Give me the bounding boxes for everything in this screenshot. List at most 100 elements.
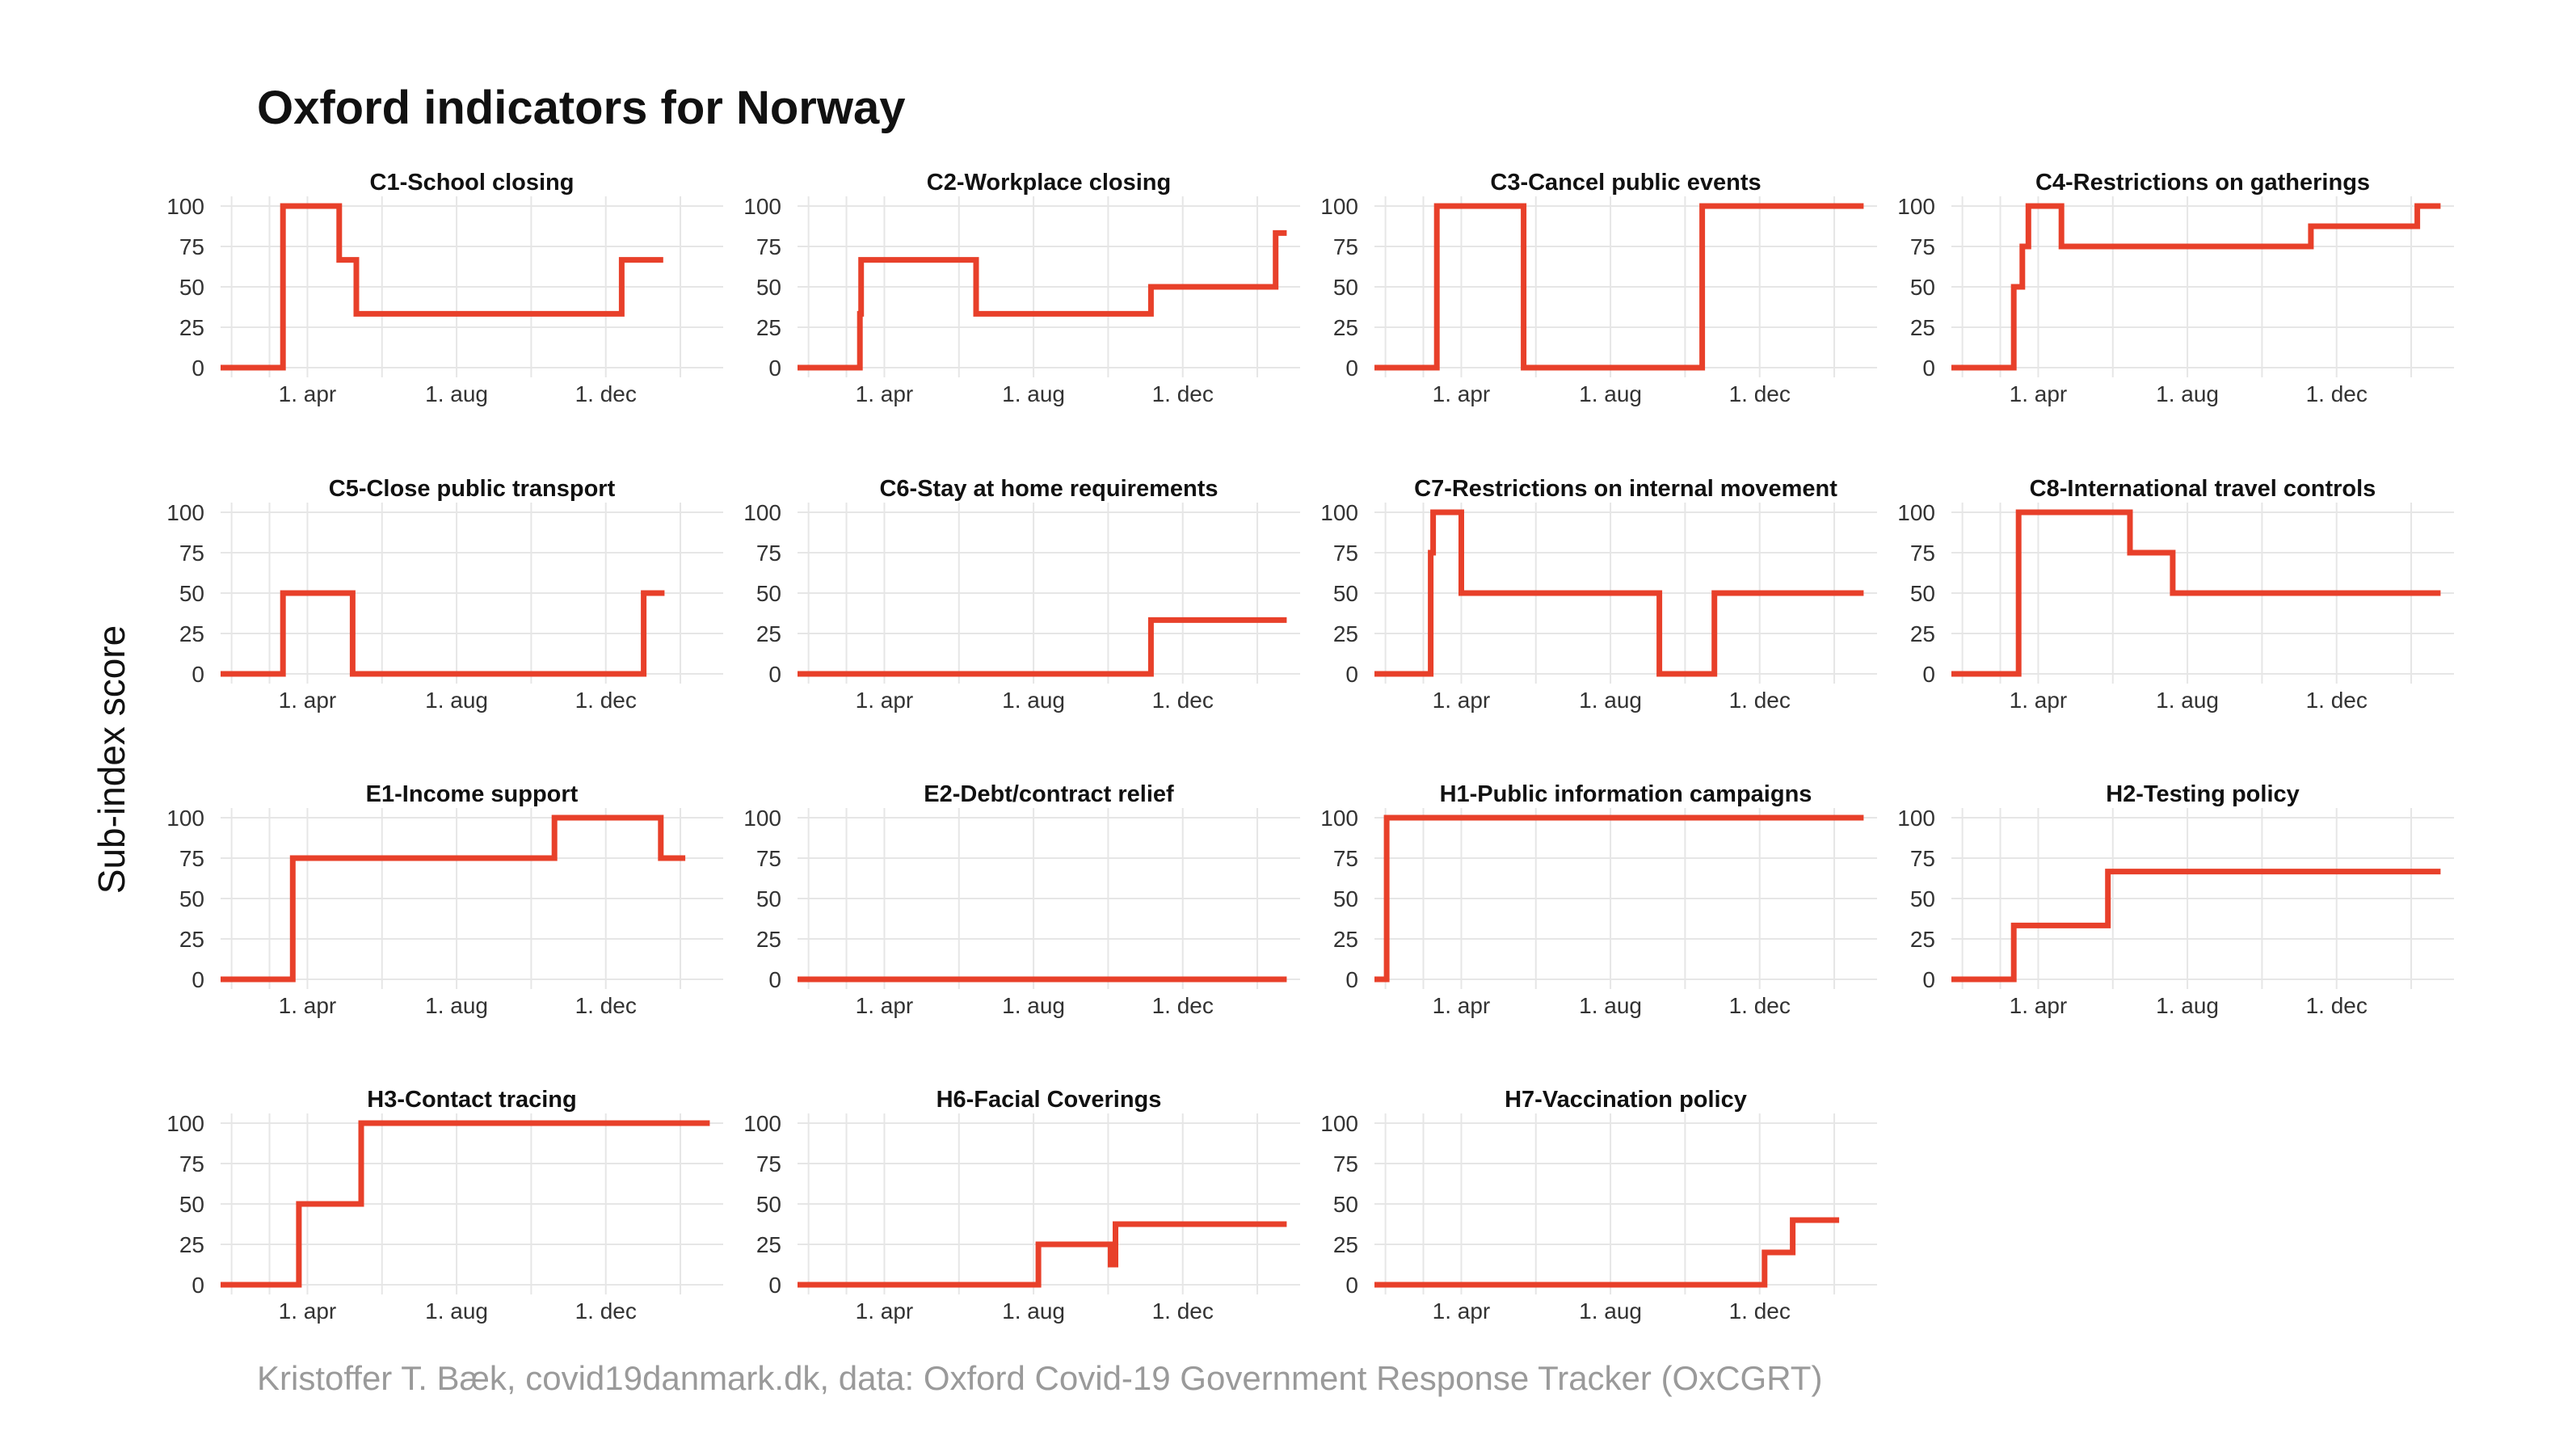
x-tick-label: 1. dec [1152,993,1214,1018]
y-tick-label: 0 [1922,662,1935,687]
series-line [1374,1217,1840,1288]
y-tick-label: 75 [1910,541,1935,566]
x-tick-label: 1. dec [1152,688,1214,713]
facet-panel: C2-Workplace closing 0 25 50 75 100 1. apr 1. a… [743,170,1300,406]
y-tick-label: 50 [1333,1192,1358,1217]
y-tick-label: 0 [768,356,781,381]
facet-panel: H1-Public information campaigns 0 25 50 75 10… [1320,781,1877,1018]
y-tick-label: 75 [756,234,781,259]
y-tick-label: 0 [1345,967,1358,992]
y-tick-label: 0 [768,1273,781,1298]
x-tick-label: 1. aug [2156,381,2219,406]
y-tick-label: 25 [1910,927,1935,952]
x-tick-label: 1. aug [1579,993,1642,1018]
x-tick-label: 1. aug [425,993,488,1018]
y-tick-label: 75 [179,234,204,259]
y-tick-label: 50 [179,886,204,911]
x-tick-label: 1. apr [856,688,914,713]
panel-title: C8-International travel controls [2030,476,2376,502]
facet-panel: C7-Restrictions on internal movement 0 25 5… [1320,476,1877,713]
x-tick-label: 1. dec [575,993,637,1018]
series-line [221,590,665,677]
x-tick-label: 1. aug [1579,381,1642,406]
x-tick-label: 1. aug [425,688,488,713]
panel-title: C6-Stay at home requirements [879,476,1218,502]
panel-title: H3-Contact tracing [367,1087,576,1113]
y-tick-label: 25 [179,1232,204,1257]
y-tick-label: 75 [1333,234,1358,259]
y-tick-label: 75 [1333,541,1358,566]
x-tick-label: 1. dec [575,1298,637,1324]
panel-title: C4-Restrictions on gatherings [2035,170,2370,196]
facet-panel: H3-Contact tracing 0 25 50 75 100 1. apr 1. aug… [166,1087,723,1324]
facet-panel: C1-School closing 0 25 50 75 100 1. apr 1. aug 1… [166,170,723,406]
y-tick-label: 75 [1910,846,1935,871]
y-tick-label: 0 [768,662,781,687]
y-tick-label: 0 [192,356,204,381]
y-tick-label: 100 [1897,806,1935,831]
x-tick-label: 1. aug [1002,993,1065,1018]
series-line [1951,203,2441,371]
x-tick-label: 1. dec [2306,381,2368,406]
y-tick-label: 75 [756,1151,781,1176]
y-tick-label: 0 [1345,1273,1358,1298]
y-tick-label: 75 [179,541,204,566]
y-tick-label: 50 [756,275,781,300]
y-tick-label: 0 [768,967,781,992]
y-tick-label: 0 [1922,356,1935,381]
y-tick-label: 75 [1910,234,1935,259]
facet-panel: C6-Stay at home requirements 0 25 50 75 100 1.… [743,476,1300,713]
y-tick-label: 100 [166,194,204,219]
panel-title: C5-Close public transport [329,476,616,502]
series-line [1374,203,1864,371]
y-tick-label: 75 [756,541,781,566]
x-tick-label: 1. dec [2306,688,2368,713]
y-tick-label: 25 [1333,1232,1358,1257]
x-tick-label: 1. dec [1729,993,1791,1018]
x-tick-label: 1. apr [2010,688,2068,713]
series-line [221,1120,710,1288]
y-tick-label: 75 [1333,846,1358,871]
y-tick-label: 25 [1910,621,1935,646]
x-tick-label: 1. aug [2156,688,2219,713]
y-tick-label: 100 [166,1111,204,1136]
x-tick-label: 1. aug [2156,993,2219,1018]
y-tick-label: 50 [756,581,781,606]
series-line [1374,814,1864,983]
y-tick-label: 100 [743,806,781,831]
series-line [1951,509,2441,677]
y-tick-label: 25 [756,621,781,646]
y-tick-label: 50 [756,886,781,911]
y-tick-label: 75 [179,1151,204,1176]
y-tick-label: 50 [1910,275,1935,300]
series-line [221,203,663,371]
x-tick-label: 1. apr [856,1298,914,1324]
series-line [798,1221,1287,1288]
facet-panel: C8-International travel controls 0 25 50 75 1… [1897,476,2454,713]
series-line [221,814,686,983]
y-tick-label: 25 [1333,927,1358,952]
y-tick-label: 75 [1333,1151,1358,1176]
y-tick-label: 50 [1910,886,1935,911]
x-tick-label: 1. aug [425,1298,488,1324]
y-tick-label: 100 [1320,806,1358,831]
y-tick-label: 100 [743,500,781,525]
y-tick-label: 25 [756,315,781,340]
panel-title: C1-School closing [370,170,575,196]
panel-title: H7-Vaccination policy [1505,1087,1747,1113]
panel-title: C3-Cancel public events [1490,170,1761,196]
y-tick-label: 50 [1910,581,1935,606]
x-tick-label: 1. dec [1152,1298,1214,1324]
x-tick-label: 1. apr [279,381,337,406]
x-tick-label: 1. apr [2010,381,2068,406]
facet-panel: E1-Income support 0 25 50 75 100 1. apr 1. aug 1… [166,781,723,1018]
x-tick-label: 1. aug [1002,381,1065,406]
y-tick-label: 75 [756,846,781,871]
y-tick-label: 100 [743,1111,781,1136]
x-tick-label: 1. apr [2010,993,2068,1018]
x-tick-label: 1. apr [856,993,914,1018]
x-tick-label: 1. apr [856,381,914,406]
x-tick-label: 1. apr [1433,688,1491,713]
y-tick-label: 50 [1333,275,1358,300]
series-line [1374,509,1864,677]
